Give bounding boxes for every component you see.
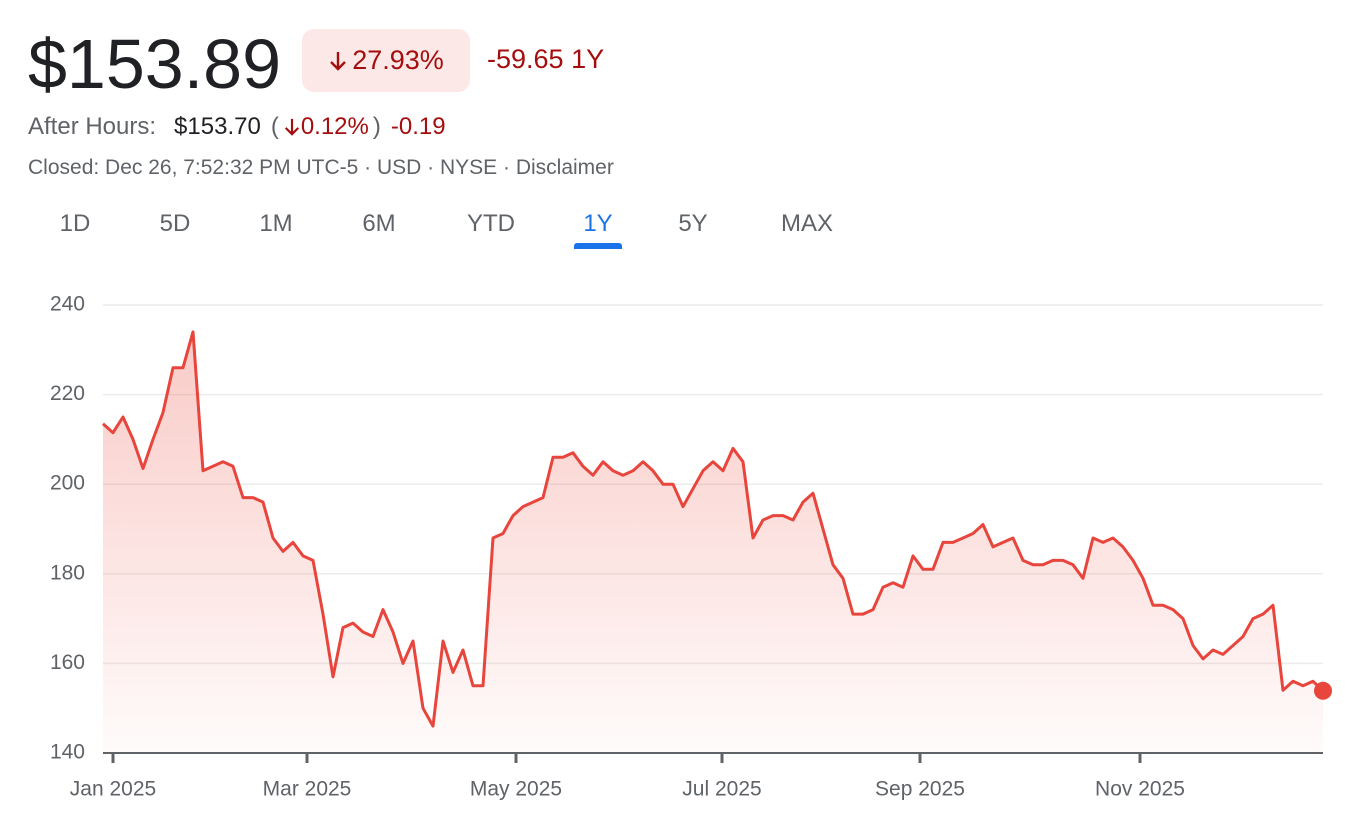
y-tick-label: 240 — [50, 293, 85, 316]
range-tab[interactable]: MAX — [780, 210, 834, 237]
x-tick-label: Jan 2025 — [70, 778, 156, 801]
x-tick-label: Sep 2025 — [875, 778, 965, 801]
y-tick-label: 180 — [50, 561, 85, 584]
after-hours-label: After Hours: — [28, 113, 157, 140]
after-hours-pct: 0.12% — [300, 113, 369, 140]
change-abs: -59.65 — [487, 44, 564, 74]
after-hours-abs: -0.19 — [390, 113, 446, 140]
change-badge: 27.93% — [302, 29, 470, 92]
area — [103, 331, 1323, 753]
range-tab[interactable]: 1Y — [583, 210, 613, 237]
last-point — [1314, 681, 1332, 700]
change: -59.65 1Y — [487, 44, 604, 75]
after-hours-price: $153.70 — [174, 113, 261, 140]
range-tab[interactable]: YTD — [467, 210, 515, 237]
range-tab[interactable]: 5Y — [678, 210, 708, 237]
down-arrow — [284, 118, 299, 136]
x-tick-label: May 2025 — [470, 778, 562, 801]
down-arrow — [330, 51, 347, 71]
y-tick-label: 140 — [50, 741, 85, 764]
x-tick-label: Mar 2025 — [263, 778, 352, 801]
after-hours: After Hours: $153.70 0.12% -0.19 — [28, 113, 446, 141]
y-tick-label: 160 — [50, 651, 85, 674]
range-tab[interactable]: 1M — [259, 210, 293, 237]
after-hours-change: 0.12% — [271, 113, 381, 141]
range-tab[interactable]: 6M — [362, 210, 396, 237]
after-hours-pct-wrap: 0.12% — [271, 113, 381, 141]
change-period: 1Y — [571, 44, 605, 74]
price-line — [101, 330, 1325, 728]
x-tick-label: Jul 2025 — [682, 778, 761, 801]
price: $153.89 — [28, 25, 282, 103]
chart: 140 160 180 200 220 240 Jan 2025 Mar 2025 May 20… — [50, 293, 1332, 801]
y-tick-label: 200 — [50, 472, 85, 495]
status: Closed: Dec 26, 7:52:32 PM UTC-5 · USD ·… — [28, 156, 614, 179]
y-tick-label: 220 — [50, 382, 85, 405]
range-tab[interactable]: 5D — [159, 210, 191, 237]
range-tab[interactable]: 1D — [59, 210, 91, 237]
tab-underline — [574, 243, 622, 249]
change-pct: 27.93% — [352, 45, 444, 75]
x-tick-label: Nov 2025 — [1095, 778, 1185, 801]
